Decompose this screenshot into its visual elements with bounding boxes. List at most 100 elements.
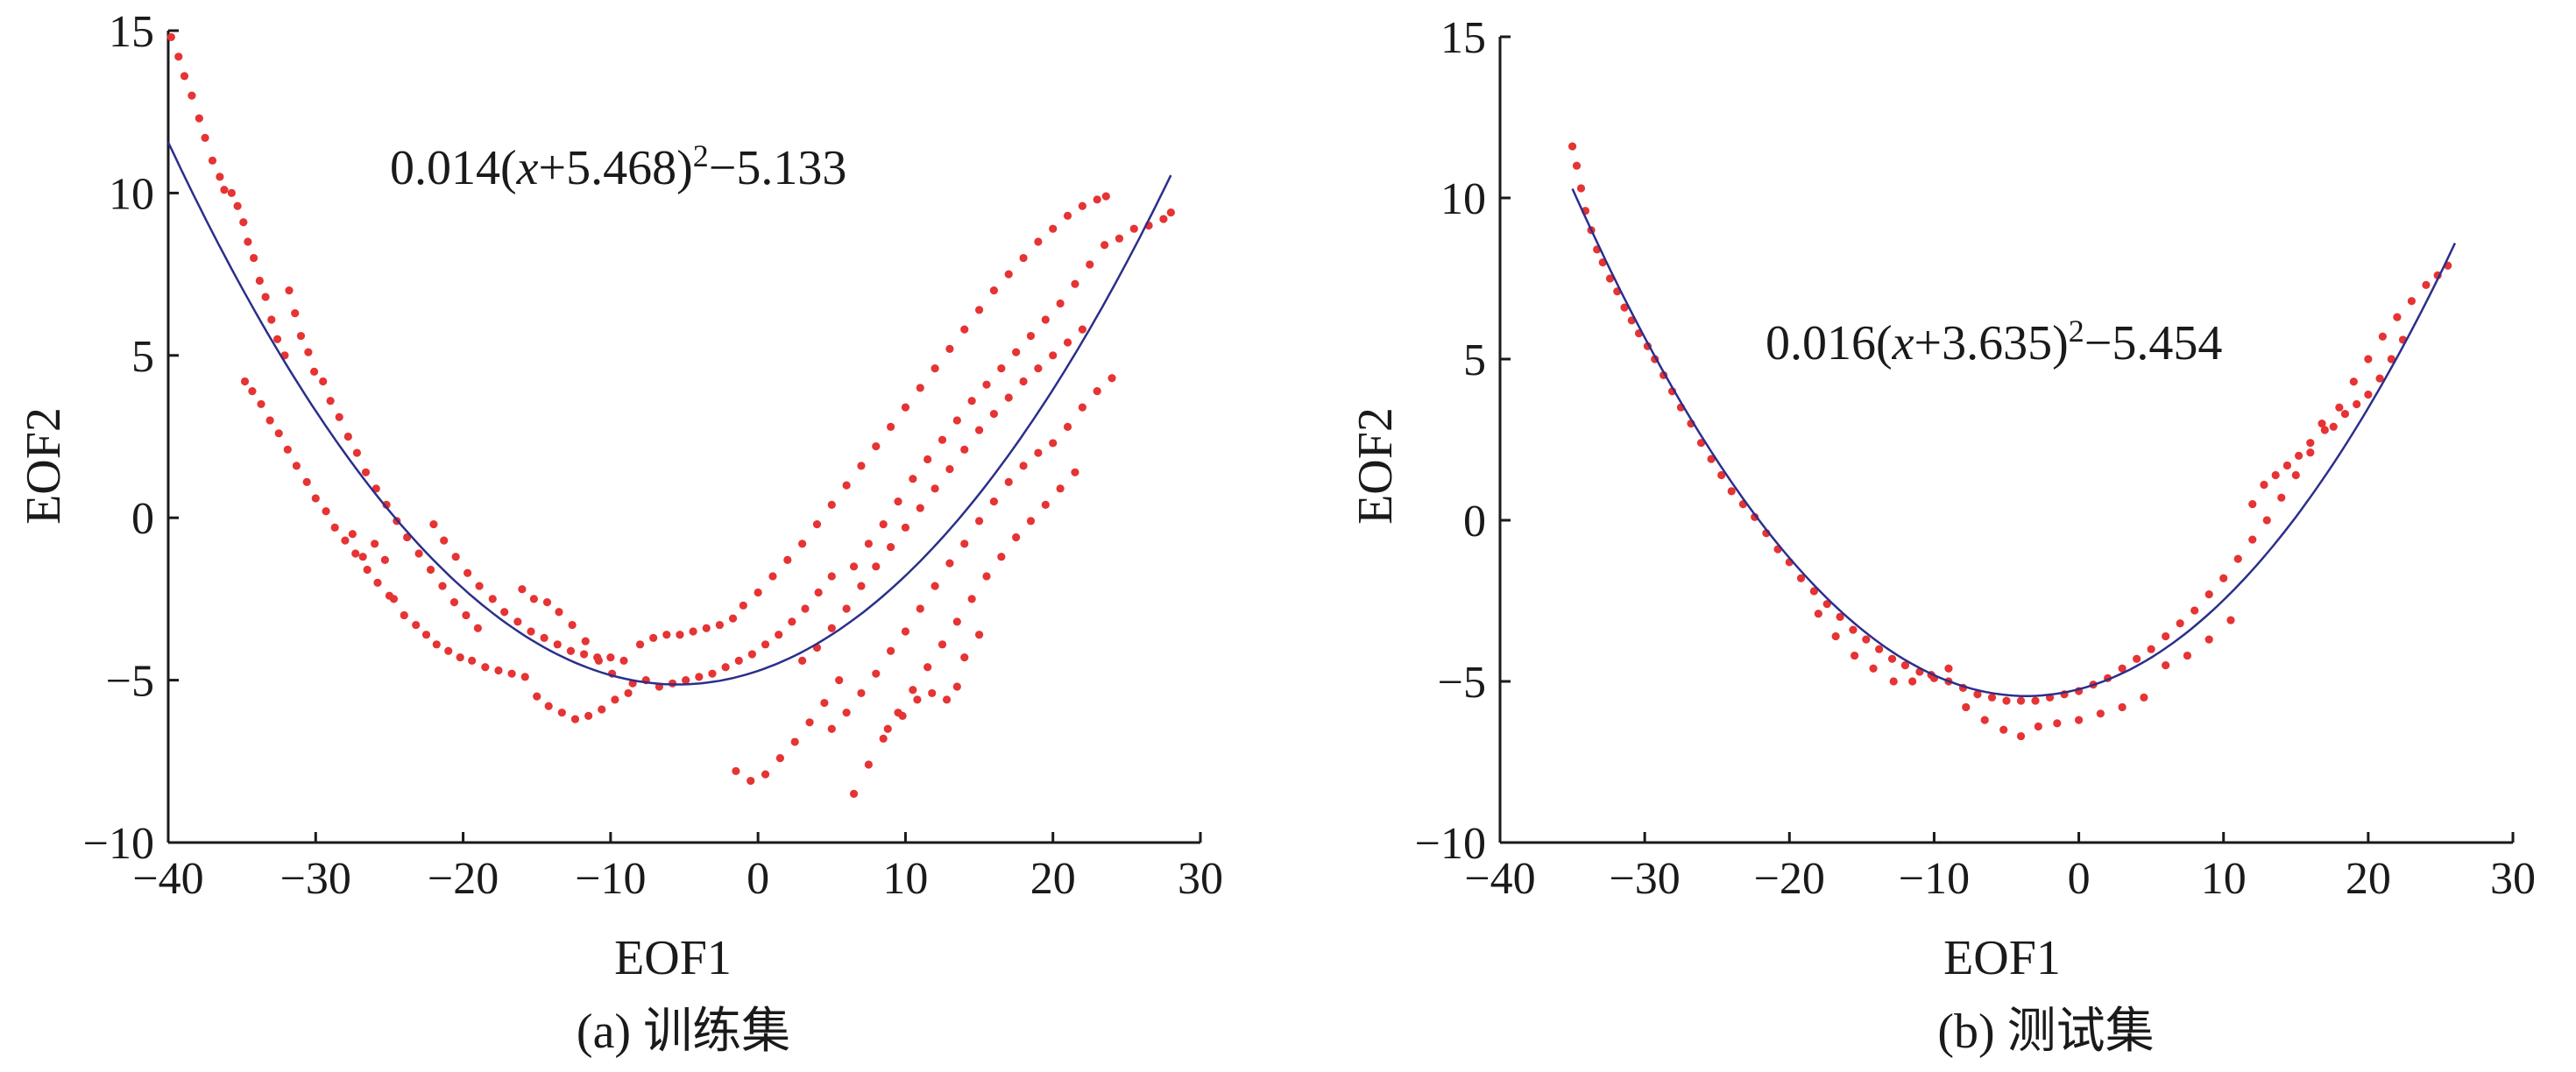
- data-point-a: [1086, 260, 1094, 269]
- data-point-a: [412, 620, 421, 630]
- data-point-a: [292, 462, 301, 470]
- y-tick-label-b: 15: [1440, 13, 1486, 63]
- data-point-b: [2306, 439, 2315, 448]
- data-point-b: [2233, 554, 2242, 563]
- data-point-a: [426, 565, 435, 575]
- data-point-a: [382, 500, 391, 509]
- data-point-a: [798, 540, 807, 548]
- data-point-b: [1727, 487, 1736, 496]
- data-point-a: [444, 646, 453, 655]
- data-point-a: [1041, 500, 1050, 509]
- data-point-a: [540, 633, 548, 642]
- data-point-a: [227, 188, 236, 197]
- data-point-b: [2096, 709, 2105, 718]
- data-point-a: [581, 637, 590, 645]
- data-point-a: [456, 653, 464, 662]
- data-point-a: [1078, 403, 1086, 412]
- axes-a: −40 −30 −20 −10 0 10 20 30 −10 −5 0 5 10 15: [83, 7, 1223, 904]
- data-point-a: [462, 610, 471, 620]
- data-point-b: [2294, 451, 2304, 461]
- data-point-a: [916, 384, 924, 392]
- data-point-a: [233, 201, 242, 210]
- x-tick-label-b: −40: [1464, 854, 1535, 904]
- fit-equation-b: 0.016(x+3.635)2−5.454: [1766, 314, 2222, 370]
- data-point-a: [827, 624, 836, 632]
- data-point-a: [180, 72, 189, 81]
- data-point-a: [662, 631, 671, 639]
- data-point-b: [2378, 332, 2387, 341]
- data-point-a: [952, 617, 961, 626]
- data-point-a: [872, 442, 881, 451]
- data-point-a: [619, 656, 628, 665]
- data-point-a: [468, 656, 477, 665]
- data-point-b: [2133, 654, 2141, 663]
- data-point-b: [2248, 500, 2257, 509]
- data-point-b: [1869, 664, 1878, 673]
- data-point-a: [250, 253, 258, 263]
- data-point-a: [296, 331, 306, 341]
- data-point-b: [2340, 409, 2350, 419]
- data-point-a: [747, 650, 757, 659]
- data-point-b: [1568, 142, 1577, 151]
- data-point-a: [1034, 448, 1043, 457]
- data-point-a: [982, 380, 991, 389]
- data-point-b: [2204, 635, 2213, 644]
- data-point-b: [1944, 664, 1953, 673]
- caption-a: (a) 训练集: [577, 1005, 790, 1059]
- data-point-b: [2318, 420, 2326, 428]
- x-tick-label-b: −30: [1609, 854, 1680, 904]
- data-point-a: [928, 688, 937, 698]
- data-point-b: [2387, 355, 2396, 363]
- data-point-a: [931, 582, 939, 590]
- fit-curve-a: [166, 141, 1172, 686]
- x-tick-label-b: 20: [2346, 854, 2391, 904]
- x-tick-label-b: 10: [2201, 854, 2247, 904]
- data-point-a: [544, 702, 553, 710]
- data-point-b: [2422, 280, 2431, 289]
- data-point-b: [2353, 399, 2361, 409]
- data-point-a: [1159, 215, 1168, 223]
- data-point-a: [1101, 192, 1110, 201]
- data-point-a: [775, 631, 783, 639]
- data-point-b: [2031, 696, 2040, 705]
- y-axis-label-b: EOF2: [1348, 407, 1403, 525]
- data-point-a: [1115, 234, 1124, 243]
- data-point-a: [739, 601, 747, 610]
- data-point-b: [2226, 616, 2235, 624]
- y-tick-label-a: −5: [106, 657, 154, 707]
- data-point-a: [715, 620, 724, 630]
- data-point-a: [820, 698, 829, 708]
- data-point-a: [429, 520, 438, 529]
- data-point-a: [348, 530, 357, 539]
- data-point-a: [864, 540, 873, 548]
- data-point-a: [1100, 241, 1109, 250]
- data-point-a: [1004, 270, 1013, 279]
- data-point-b: [1875, 645, 1884, 653]
- data-point-b: [1887, 654, 1897, 663]
- data-point-a: [827, 572, 836, 581]
- data-point-b: [2291, 470, 2300, 480]
- data-point-b: [1962, 702, 1971, 712]
- data-point-a: [208, 156, 217, 165]
- data-point-a: [1004, 477, 1013, 487]
- x-tick-label-a: −10: [575, 854, 646, 904]
- data-point-a: [542, 598, 552, 607]
- data-point-b: [2016, 696, 2026, 705]
- data-point-a: [432, 640, 441, 649]
- data-point-a: [790, 737, 799, 746]
- data-point-b: [1707, 455, 1716, 463]
- data-point-a: [997, 553, 1006, 561]
- data-point-a: [901, 403, 910, 412]
- data-point-b: [2262, 516, 2271, 525]
- data-point-a: [1078, 201, 1086, 210]
- data-point-a: [240, 377, 250, 386]
- data-point-b: [2002, 696, 2011, 705]
- data-point-a: [761, 770, 770, 779]
- data-point-a: [533, 692, 541, 701]
- data-point-b: [2364, 390, 2373, 399]
- data-point-a: [842, 709, 851, 717]
- data-point-b: [1849, 625, 1858, 634]
- data-point-b: [2140, 693, 2148, 702]
- data-point-a: [371, 540, 379, 548]
